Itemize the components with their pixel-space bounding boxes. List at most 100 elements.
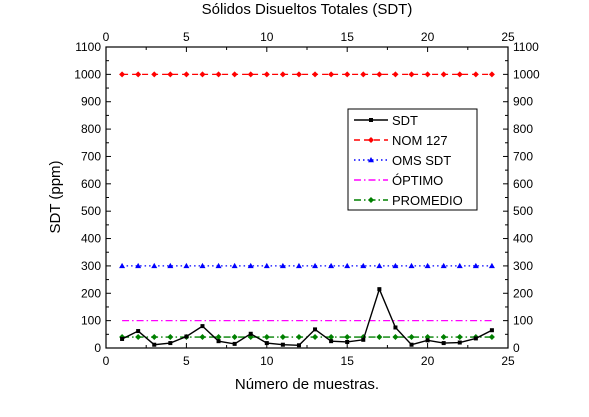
data-point-oms-sdt — [424, 262, 431, 269]
data-point-oms-sdt — [392, 262, 399, 269]
data-point-sdt — [232, 341, 237, 346]
data-point-nom-127 — [312, 71, 319, 78]
data-point-nom-127 — [392, 71, 399, 78]
data-point-sdt — [120, 336, 125, 341]
data-point-oms-sdt — [456, 262, 463, 269]
data-point-sdt — [248, 331, 253, 336]
data-point-nom-127 — [215, 71, 222, 78]
y-tick-label-right: 300 — [513, 259, 533, 273]
data-point-promedio — [344, 334, 351, 341]
legend-marker-promedio — [368, 197, 374, 203]
x-tick-label-top: 5 — [183, 30, 190, 44]
data-point-sdt — [280, 342, 285, 347]
data-point-nom-127 — [440, 71, 447, 78]
data-point-oms-sdt — [183, 262, 190, 269]
data-point-oms-sdt — [231, 262, 238, 269]
data-point-nom-127 — [376, 71, 383, 78]
data-point-promedio — [295, 334, 302, 341]
chart-title: Sólidos Disueltos Totales (SDT) — [202, 1, 413, 18]
data-point-sdt — [264, 341, 269, 346]
y-tick-label-right: 500 — [513, 204, 533, 218]
data-point-oms-sdt — [344, 262, 351, 269]
legend-label--ptimo: ÓPTIMO — [392, 173, 443, 188]
data-point-sdt — [136, 329, 141, 334]
y-tick-label-right: 1100 — [513, 40, 539, 54]
data-point-promedio — [135, 334, 142, 341]
data-point-nom-127 — [151, 71, 158, 78]
legend-marker-nom-127 — [368, 137, 374, 143]
data-point-promedio — [199, 334, 206, 341]
y-tick-label: 0 — [94, 341, 101, 355]
data-point-promedio — [215, 334, 222, 341]
y-tick-label-right: 600 — [513, 177, 533, 191]
data-point-sdt — [296, 343, 301, 348]
data-point-promedio — [167, 334, 174, 341]
legend-marker-oms-sdt — [368, 157, 374, 163]
series-line-sdt — [121, 287, 493, 346]
data-point-oms-sdt — [247, 262, 254, 269]
y-tick-label-right: 200 — [513, 286, 533, 300]
data-point-sdt — [345, 339, 350, 344]
data-point-sdt — [425, 338, 430, 343]
x-tick-label: 5 — [183, 354, 190, 368]
data-point-sdt — [313, 327, 318, 332]
data-point-promedio — [488, 334, 495, 341]
y-tick-label: 700 — [81, 149, 101, 163]
y-tick-label: 300 — [81, 259, 101, 273]
x-tick-label: 15 — [341, 354, 355, 368]
data-point-nom-127 — [247, 71, 254, 78]
data-point-nom-127 — [328, 71, 335, 78]
data-point-oms-sdt — [263, 262, 270, 269]
y-tick-label: 1100 — [75, 40, 101, 54]
data-point-promedio — [376, 334, 383, 341]
data-point-promedio — [392, 334, 399, 341]
y-tick-label: 900 — [81, 95, 101, 109]
data-point-nom-127 — [135, 71, 142, 78]
data-point-sdt — [489, 328, 494, 333]
data-point-oms-sdt — [295, 262, 302, 269]
data-point-oms-sdt — [279, 262, 286, 269]
data-point-promedio — [408, 334, 415, 341]
data-point-oms-sdt — [408, 262, 415, 269]
y-tick-label: 400 — [81, 232, 101, 246]
data-point-sdt — [168, 341, 173, 346]
legend: SDT NOM 127 OMS SDT ÓPTIMO PROMEDIO — [347, 108, 478, 211]
data-point-oms-sdt — [167, 262, 174, 269]
data-point-sdt — [393, 325, 398, 330]
data-point-nom-127 — [279, 71, 286, 78]
data-point-oms-sdt — [215, 262, 222, 269]
data-point-nom-127 — [199, 71, 206, 78]
data-point-promedio — [263, 334, 270, 341]
data-point-nom-127 — [456, 71, 463, 78]
y-tick-label-right: 100 — [513, 314, 533, 328]
data-point-nom-127 — [344, 71, 351, 78]
y-tick-label: 200 — [81, 286, 101, 300]
data-point-promedio — [151, 334, 158, 341]
data-point-nom-127 — [488, 71, 495, 78]
legend-label-sdt: SDT — [392, 113, 418, 128]
data-point-promedio — [279, 334, 286, 341]
legend-label-promedio: PROMEDIO — [392, 193, 463, 208]
data-point-sdt — [409, 342, 414, 347]
data-point-sdt — [184, 334, 189, 339]
data-point-sdt — [200, 324, 205, 329]
data-point-sdt — [152, 342, 157, 347]
x-tick-label-top: 0 — [103, 30, 110, 44]
legend-marker-sdt — [369, 118, 373, 122]
x-tick-label: 20 — [421, 354, 435, 368]
legend-box — [347, 108, 478, 211]
x-tick-label-top: 15 — [341, 30, 355, 44]
data-point-oms-sdt — [440, 262, 447, 269]
data-point-sdt — [329, 339, 334, 344]
data-point-sdt — [441, 341, 446, 346]
data-point-sdt — [457, 340, 462, 345]
y-tick-label-right: 900 — [513, 95, 533, 109]
data-point-promedio — [312, 334, 319, 341]
x-tick-label-top: 25 — [501, 30, 515, 44]
data-point-nom-127 — [360, 71, 367, 78]
x-tick-label: 25 — [501, 354, 515, 368]
data-point-nom-127 — [424, 71, 431, 78]
y-tick-label: 100 — [81, 314, 101, 328]
y-axis-label: SDT (ppm) — [47, 160, 64, 233]
